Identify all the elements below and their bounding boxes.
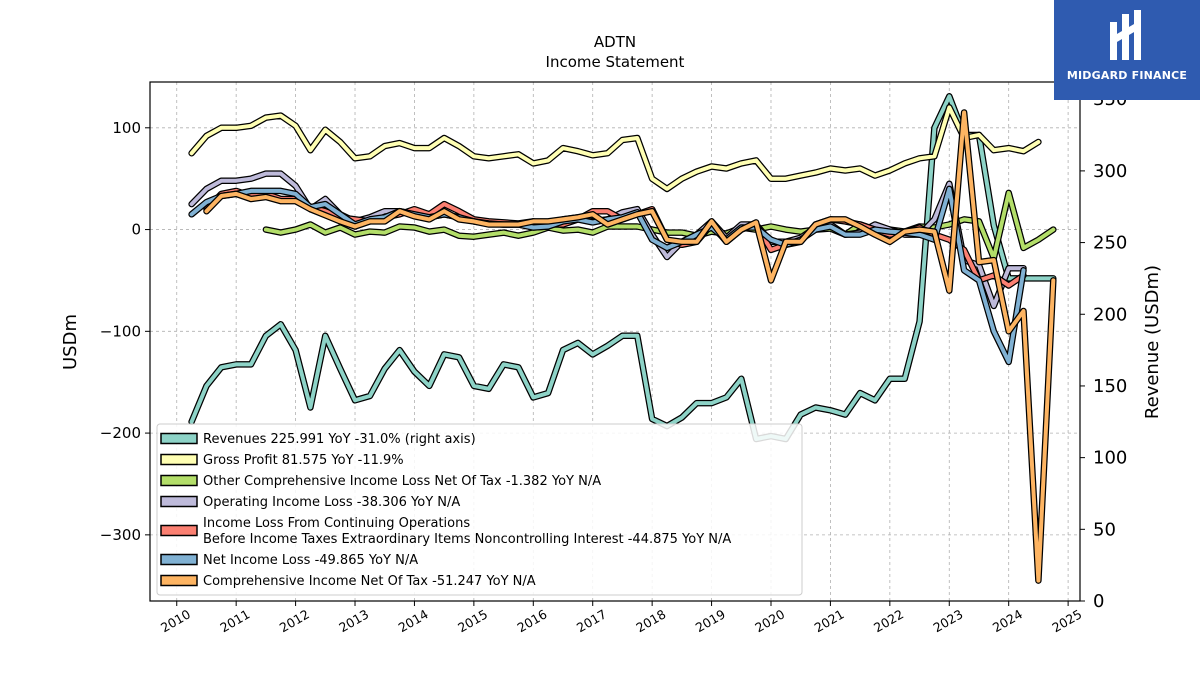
legend-swatch — [160, 495, 198, 508]
legend-item: Revenues 225.991 YoY -31.0% (right axis) — [160, 432, 476, 447]
chart-subtitle: Income Statement — [546, 53, 685, 71]
y-right-tick-label: 50 — [1093, 519, 1116, 540]
x-tick-label: 2013 — [336, 606, 371, 635]
legend-item: Gross Profit 81.575 YoY -11.9% — [160, 453, 404, 468]
x-tick-label: 2017 — [574, 606, 609, 635]
legend-swatch — [160, 524, 198, 537]
legend-swatch — [160, 432, 198, 445]
x-tick-label: 2022 — [871, 606, 906, 635]
legend-swatch — [160, 453, 198, 466]
legend-label: Comprehensive Income Net Of Tax -51.247 … — [203, 574, 536, 589]
x-tick-label: 2021 — [812, 606, 847, 635]
x-tick-label: 2023 — [930, 606, 965, 635]
legend-item: Income Loss From Continuing OperationsBe… — [160, 516, 731, 547]
x-tick-label: 2010 — [158, 606, 193, 635]
y-axis-right-label: Revenue (USDm) — [1142, 265, 1163, 419]
y-tick-label: −200 — [100, 424, 141, 442]
series-line — [189, 171, 1026, 308]
x-tick-label: 2016 — [515, 606, 550, 635]
series-line — [189, 94, 1056, 441]
y-tick-label: 100 — [112, 119, 141, 137]
x-tick-label: 2018 — [633, 606, 668, 635]
series-5 — [188, 185, 1027, 366]
x-tick-label: 2014 — [396, 606, 431, 635]
x-tick-label: 2025 — [1049, 606, 1084, 635]
x-tick-label: 2015 — [455, 606, 490, 635]
series-line — [189, 105, 1041, 191]
legend-swatch — [160, 474, 198, 487]
y-tick-label: 0 — [131, 221, 141, 239]
legend-item: Net Income Loss -49.865 YoY N/A — [160, 553, 418, 568]
legend-label: Revenues 225.991 YoY -31.0% (right axis) — [203, 432, 476, 447]
legend-item: Operating Income Loss -38.306 YoY N/A — [160, 495, 460, 510]
y-right-tick-label: 150 — [1093, 376, 1127, 397]
series-line — [189, 186, 1026, 364]
legend-label: Before Income Taxes Extraordinary Items … — [203, 532, 731, 547]
y-tick-label: −100 — [100, 322, 141, 340]
plot-frame — [149, 81, 1081, 602]
series-6 — [203, 109, 1057, 584]
x-tick-label: 2024 — [990, 606, 1025, 635]
x-tick-label: 2011 — [217, 606, 252, 635]
legend-label: Gross Profit 81.575 YoY -11.9% — [203, 453, 404, 468]
legend-label: Other Comprehensive Income Loss Net Of T… — [203, 474, 601, 489]
chart-title: ADTN — [594, 33, 636, 51]
x-tick-label: 2020 — [752, 606, 787, 635]
brand-logo: MIDGARD FINANCE — [1054, 0, 1200, 100]
legend-swatch — [160, 574, 198, 587]
series-lines — [188, 93, 1057, 584]
series-0 — [188, 93, 1057, 443]
y-right-tick-label: 250 — [1093, 233, 1127, 254]
legend-item: Other Comprehensive Income Loss Net Of T… — [160, 474, 601, 489]
legend-item: Comprehensive Income Net Of Tax -51.247 … — [160, 574, 536, 589]
x-tick-label: 2012 — [277, 606, 312, 635]
brand-name: MIDGARD FINANCE — [1066, 69, 1188, 82]
legend-label: Net Income Loss -49.865 YoY N/A — [203, 553, 418, 568]
series-1 — [188, 104, 1042, 193]
legend-box — [156, 423, 803, 596]
series-3 — [188, 170, 1027, 310]
legend-label: Income Loss From Continuing Operations — [203, 516, 470, 531]
legend: Revenues 225.991 YoY -31.0% (right axis)… — [156, 423, 803, 596]
y-right-tick-label: 100 — [1093, 448, 1127, 469]
midgard-logo-icon — [1110, 10, 1141, 60]
y-right-tick-label: 0 — [1093, 591, 1104, 612]
legend-label: Operating Income Loss -38.306 YoY N/A — [203, 495, 460, 510]
y-right-tick-label: 300 — [1093, 161, 1127, 182]
series-line-outline — [188, 170, 1027, 310]
x-tick-label: 2019 — [693, 606, 728, 635]
y-right-tick-label: 200 — [1093, 304, 1127, 325]
series-line — [204, 110, 1056, 583]
y-tick-label: −300 — [100, 526, 141, 544]
legend-swatch — [160, 553, 198, 566]
y-axis-label: USDm — [60, 314, 81, 370]
